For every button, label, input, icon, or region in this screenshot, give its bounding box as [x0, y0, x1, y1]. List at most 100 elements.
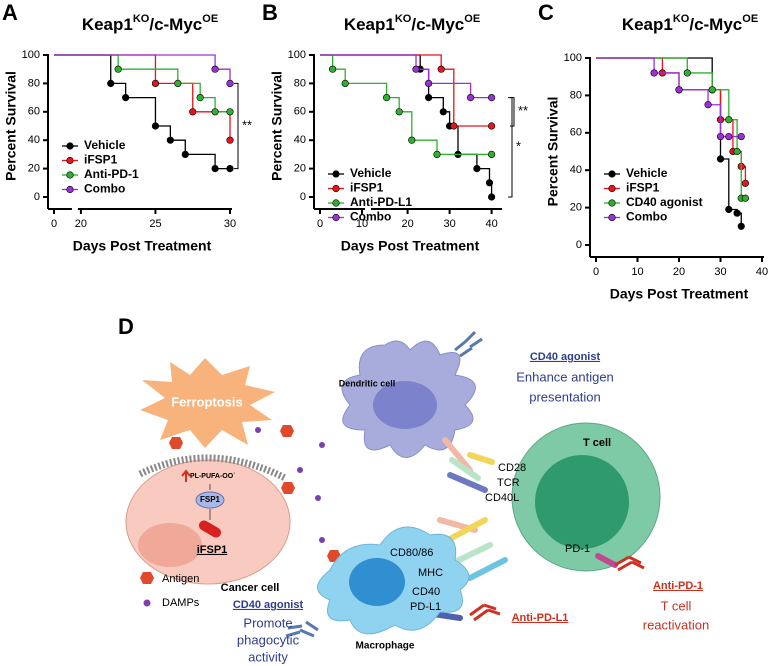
label: PD-L1 [410, 601, 441, 613]
title-part: OE [464, 13, 480, 25]
damp-icon [143, 599, 151, 607]
x-tick-label: 25 [149, 218, 161, 230]
panel-label: A [2, 0, 18, 25]
y-tick-label: 100 [288, 49, 306, 61]
survival-line [320, 54, 492, 127]
x-tick-label: 30 [714, 266, 726, 278]
legend-marker [608, 199, 616, 207]
point [151, 79, 160, 87]
nucleus [373, 381, 437, 429]
antigen-icon [140, 572, 154, 584]
label: CD40 [412, 586, 440, 598]
point [425, 79, 433, 87]
y-tick-label: 80 [294, 77, 306, 89]
nucleus [535, 455, 629, 549]
receptors [417, 437, 618, 621]
legend-label: Combo [84, 182, 125, 196]
point [114, 65, 122, 73]
point [211, 65, 219, 73]
survival-line [54, 54, 230, 113]
y-tick-label: 20 [294, 163, 306, 175]
label: CD40 agonist [233, 599, 304, 611]
legend-label: Vehicle [350, 166, 392, 180]
x-tick-label: 10 [356, 218, 368, 230]
point [383, 93, 391, 102]
legend-marker [66, 156, 74, 165]
x-axis-label: Days Post Treatment [610, 286, 749, 302]
legend-label: CD40 agonist [626, 195, 703, 209]
point [716, 132, 725, 141]
y-axis-label: Percent Survival [545, 97, 561, 207]
x-tick-label: 0 [51, 218, 57, 230]
y-tick-label: 40 [294, 134, 306, 146]
x-tick-label: 30 [224, 218, 236, 230]
title-part: /c-Myc [689, 15, 742, 34]
chart-title: Keap1KO/c-MycOE [344, 13, 480, 35]
point [226, 79, 234, 87]
x-tick-label: 20 [673, 266, 685, 278]
point [708, 86, 716, 94]
bracket [234, 82, 239, 170]
y-tick-label: 40 [28, 134, 40, 146]
legend-label: Vehicle [84, 138, 126, 152]
label: Anti-PD-L1 [512, 612, 569, 624]
title-part: /c-Myc [411, 15, 464, 34]
diagram: Ferroptosis PL-PUFA-OO˙ FSP1 iFSP1 Cance… [125, 330, 709, 664]
label: Cancer cell [221, 582, 280, 594]
point [704, 101, 712, 109]
point [450, 122, 458, 130]
y-tick-label: 100 [22, 49, 40, 61]
legend-label: Anti-PD-L1 [350, 195, 412, 209]
point [395, 108, 403, 116]
label: CD40 agonist [530, 351, 601, 363]
antibody [454, 330, 483, 358]
survival-line [320, 54, 492, 156]
label: T cell [661, 598, 692, 613]
title-part: Keap1 [82, 15, 133, 34]
chart-title: Keap1KO/c-MycOE [82, 13, 218, 35]
x-tick-label: 10 [631, 266, 643, 278]
label: PD-1 [565, 543, 590, 555]
y-tick-label: 80 [28, 77, 40, 89]
panel-label: B [262, 0, 278, 25]
damps [255, 397, 353, 543]
point [189, 108, 197, 116]
legend-marker [66, 185, 74, 194]
y-tick-label: 60 [294, 106, 306, 118]
annotation: ** [518, 103, 528, 118]
point [107, 79, 115, 87]
legend-marker [332, 170, 340, 178]
y-tick-label: 60 [570, 127, 582, 139]
label: Macrophage [356, 641, 415, 652]
legend-marker [608, 184, 616, 193]
point [733, 147, 741, 156]
y-tick-label: 0 [300, 191, 306, 203]
nucleus [349, 558, 405, 606]
point [650, 69, 658, 77]
point [473, 165, 481, 173]
legend-label: Combo [350, 210, 391, 224]
protein [195, 491, 225, 509]
x-tick-label: 30 [443, 218, 455, 230]
label: iFSP1 [197, 544, 228, 556]
point [437, 65, 445, 73]
point [166, 136, 174, 144]
survival-line [596, 57, 742, 138]
panel-label: D [118, 314, 134, 339]
legend-label: iFSP1 [350, 181, 384, 195]
bracket [508, 97, 513, 198]
point [733, 209, 741, 217]
label: reactivation [643, 617, 709, 632]
label: MHC [418, 567, 443, 579]
legend-marker [332, 213, 340, 222]
arrow [181, 469, 191, 482]
title-part: KO [133, 13, 150, 25]
point [211, 108, 219, 116]
y-tick-label: 0 [576, 239, 582, 251]
label: Antigen [162, 573, 199, 585]
y-tick-label: 40 [570, 164, 582, 176]
membrane [138, 454, 287, 482]
x-tick-label: 0 [317, 218, 323, 230]
label: activity [248, 649, 288, 664]
label: PL-PUFA-OO˙ [190, 472, 236, 480]
